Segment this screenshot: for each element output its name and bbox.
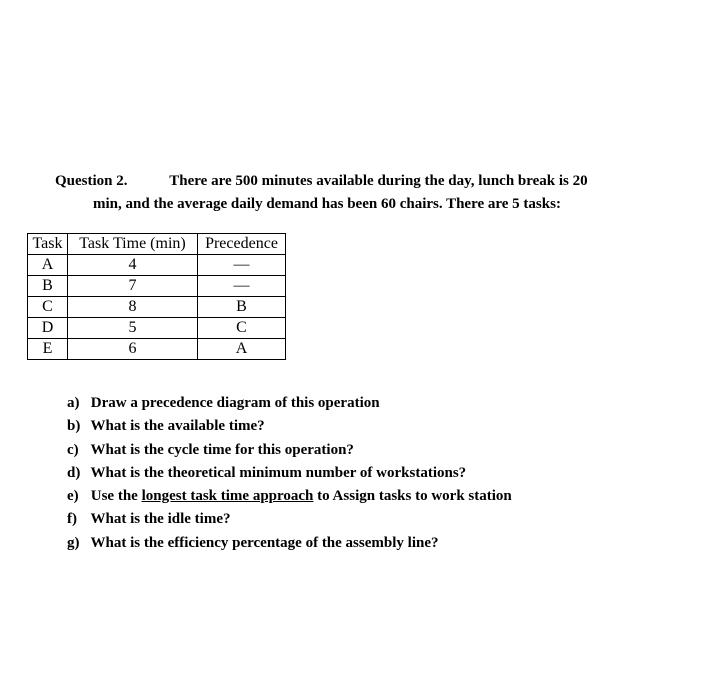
cell-time: 5 [68,318,198,339]
cell-task: A [28,255,68,276]
question-text-line2: min, and the average daily demand has be… [93,193,665,216]
question-text-line1: There are 500 minutes available during t… [169,173,587,189]
sub-label: b) [67,415,87,438]
cell-task: D [28,318,68,339]
header-time: Task Time (min) [68,234,198,255]
cell-precedence: — [198,276,286,297]
cell-precedence: B [198,297,286,318]
cell-time: 7 [68,276,198,297]
cell-task: C [28,297,68,318]
sub-label: c) [67,439,87,462]
sub-label: g) [67,532,87,555]
sub-label: a) [67,392,87,415]
cell-time: 8 [68,297,198,318]
sub-label: d) [67,462,87,485]
cell-time: 6 [68,339,198,360]
sub-item-d: d) What is the theoretical minimum numbe… [67,462,665,485]
sub-item-f: f) What is the idle time? [67,508,665,531]
sub-item-e: e) Use the longest task time approach to… [67,485,665,508]
sub-post: to Assign tasks to work station [313,488,511,504]
sub-label: f) [67,508,87,531]
sub-text: What is the theoretical minimum number o… [90,465,466,481]
sub-underlined: longest task time approach [142,488,314,504]
sub-text: What is the idle time? [90,511,230,527]
cell-precedence: — [198,255,286,276]
sub-item-c: c) What is the cycle time for this opera… [67,439,665,462]
sub-pre: Use the [91,488,142,504]
table-row: B 7 — [28,276,286,297]
cell-time: 4 [68,255,198,276]
cell-task: B [28,276,68,297]
table-row: C 8 B [28,297,286,318]
cell-precedence: A [198,339,286,360]
sub-text: What is the cycle time for this operatio… [90,442,353,458]
cell-precedence: C [198,318,286,339]
sub-label: e) [67,485,87,508]
sub-text: What is the efficiency percentage of the… [90,535,438,551]
sub-item-a: a) Draw a precedence diagram of this ope… [67,392,665,415]
sub-text: What is the available time? [90,418,264,434]
table-row: A 4 — [28,255,286,276]
cell-task: E [28,339,68,360]
header-task: Task [28,234,68,255]
sub-text: Draw a precedence diagram of this operat… [91,395,380,411]
sub-item-g: g) What is the efficiency percentage of … [67,532,665,555]
table-header-row: Task Task Time (min) Precedence [28,234,286,255]
table-row: D 5 C [28,318,286,339]
sub-questions: a) Draw a precedence diagram of this ope… [55,392,665,555]
header-precedence: Precedence [198,234,286,255]
table-row: E 6 A [28,339,286,360]
task-table: Task Task Time (min) Precedence A 4 — B … [27,233,286,360]
question-header: Question 2. There are 500 minutes availa… [55,170,665,215]
question-label: Question 2. [55,173,128,189]
sub-item-b: b) What is the available time? [67,415,665,438]
